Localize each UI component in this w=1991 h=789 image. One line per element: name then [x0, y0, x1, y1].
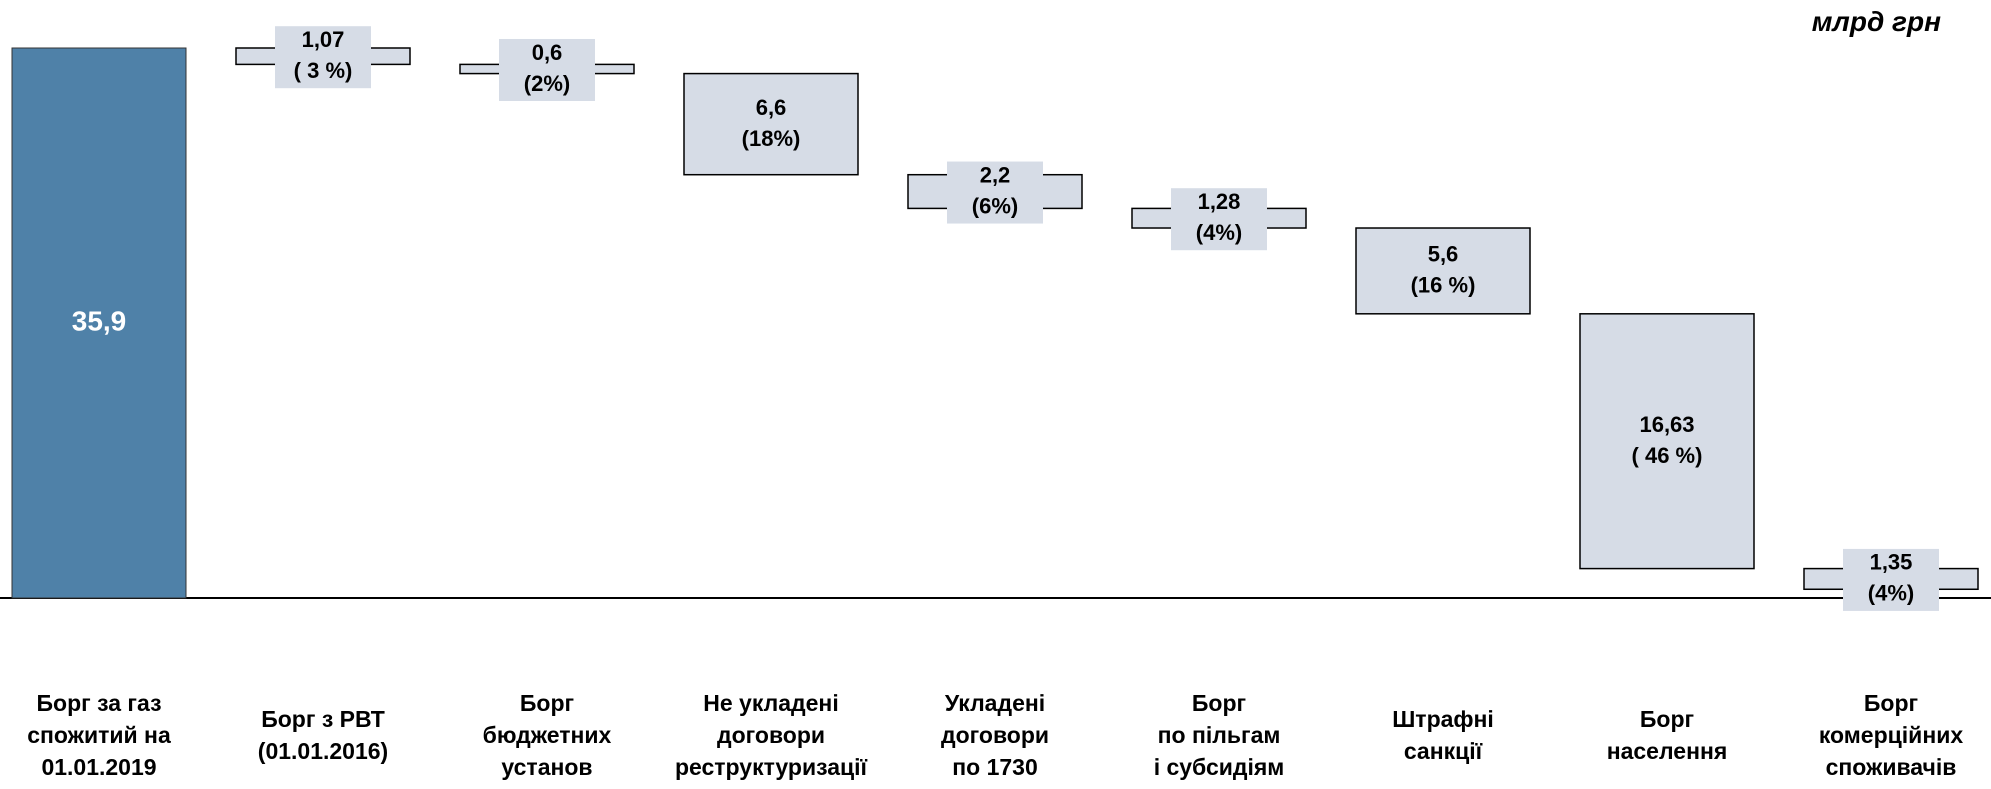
- category-label: Борг населення: [1606, 706, 1728, 764]
- label-background: [1619, 411, 1715, 474]
- label-background: [947, 161, 1043, 224]
- label-background: [499, 38, 595, 101]
- label-background: [1171, 188, 1267, 251]
- label-background: [723, 94, 819, 157]
- category-label: Борг по пільгам і субсидіям: [1153, 690, 1285, 780]
- share-label: (16 %): [1411, 273, 1476, 298]
- share-label: (2%): [524, 71, 570, 96]
- share-label: (4%): [1868, 581, 1914, 606]
- value-label: 5,6: [1428, 242, 1459, 267]
- category-label: Борг комерційних споживачів: [1818, 690, 1964, 780]
- value-label: 1,35: [1870, 550, 1913, 575]
- category-label: Укладені договори по 1730: [940, 690, 1050, 780]
- value-label: 0,6: [532, 40, 563, 65]
- value-label: 35,9: [72, 305, 127, 336]
- share-label: (4%): [1196, 220, 1242, 245]
- category-label: Штрафні санкції: [1392, 706, 1494, 764]
- value-label: 16,63: [1639, 412, 1694, 437]
- value-label: 6,6: [756, 95, 787, 120]
- share-label: (18%): [742, 126, 801, 151]
- category-label: Борг з РВТ (01.01.2016): [257, 706, 389, 764]
- share-label: ( 46 %): [1632, 443, 1703, 468]
- value-label: 1,07: [302, 27, 345, 52]
- category-label: Борг за газ спожитий на 01.01.2019: [27, 690, 171, 780]
- value-label: 1,28: [1198, 189, 1241, 214]
- share-label: (6%): [972, 193, 1018, 218]
- unit-label: млрд грн: [1811, 6, 1941, 37]
- category-label: Не укладені договори реструктуризації: [674, 690, 868, 780]
- share-label: ( 3 %): [294, 58, 353, 83]
- total-bar: [11, 47, 187, 599]
- label-background: [1395, 240, 1491, 303]
- category-label: Борг бюджетних установ: [482, 690, 612, 780]
- label-background: [275, 26, 371, 89]
- value-label: 2,2: [980, 162, 1011, 187]
- label-background: [1843, 548, 1939, 611]
